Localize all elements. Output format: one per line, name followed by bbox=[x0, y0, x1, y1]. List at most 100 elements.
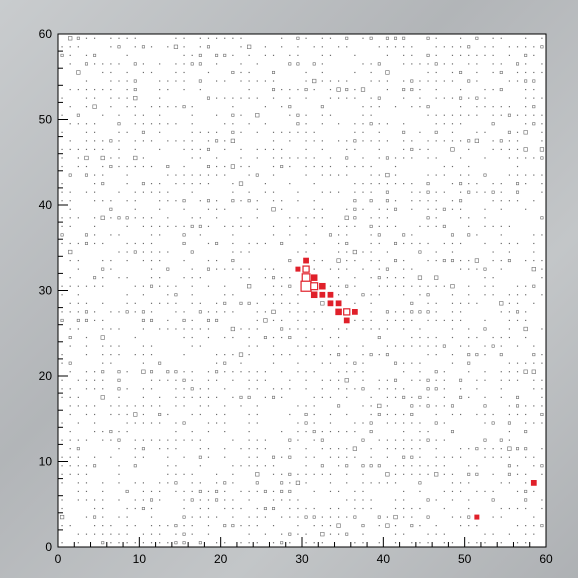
background-cell bbox=[61, 396, 63, 398]
background-cell bbox=[369, 421, 373, 425]
background-cell bbox=[411, 345, 413, 347]
background-cell bbox=[386, 448, 388, 450]
background-cell bbox=[362, 165, 364, 168]
background-cell bbox=[126, 225, 128, 227]
hot-cell bbox=[343, 308, 351, 316]
background-cell bbox=[484, 131, 486, 133]
background-cell bbox=[77, 217, 79, 219]
background-cell bbox=[256, 525, 258, 527]
background-cell bbox=[272, 465, 275, 467]
background-cell bbox=[142, 71, 144, 74]
background-cell bbox=[224, 208, 226, 210]
background-cell bbox=[94, 371, 96, 373]
background-cell bbox=[256, 97, 258, 99]
background-cell bbox=[142, 328, 144, 330]
background-cell bbox=[68, 249, 73, 255]
background-cell bbox=[313, 259, 315, 262]
background-cell bbox=[77, 456, 79, 458]
background-cell bbox=[199, 328, 201, 330]
background-cell bbox=[102, 259, 104, 262]
background-cell bbox=[370, 277, 372, 279]
background-cell bbox=[369, 122, 373, 126]
background-cell bbox=[377, 96, 381, 100]
background-cell bbox=[468, 345, 470, 347]
background-cell bbox=[69, 473, 71, 475]
background-cell bbox=[484, 354, 486, 356]
background-cell bbox=[183, 499, 185, 501]
background-cell bbox=[468, 63, 470, 65]
background-cell bbox=[280, 541, 284, 545]
background-cell bbox=[102, 525, 104, 527]
background-cell bbox=[500, 371, 502, 373]
background-cell bbox=[199, 345, 201, 347]
background-cell bbox=[224, 37, 226, 39]
background-cell bbox=[183, 54, 185, 56]
background-cell bbox=[175, 37, 177, 39]
background-cell bbox=[134, 525, 136, 527]
background-cell bbox=[61, 217, 63, 219]
background-cell bbox=[443, 456, 445, 458]
background-cell bbox=[240, 131, 242, 133]
background-cell bbox=[240, 542, 242, 544]
background-cell bbox=[224, 123, 226, 125]
background-cell bbox=[174, 524, 178, 528]
background-cell bbox=[223, 524, 227, 528]
background-cell bbox=[102, 345, 104, 347]
background-cell bbox=[216, 422, 218, 424]
background-cell bbox=[175, 225, 177, 227]
background-cell bbox=[403, 148, 405, 151]
background-cell bbox=[524, 79, 528, 83]
background-cell bbox=[313, 183, 315, 185]
background-cell bbox=[175, 63, 177, 65]
background-cell bbox=[467, 233, 471, 237]
background-cell bbox=[159, 499, 161, 501]
background-cell bbox=[199, 200, 201, 202]
background-cell bbox=[394, 200, 397, 202]
background-cell bbox=[411, 234, 413, 236]
background-cell bbox=[110, 234, 112, 236]
background-cell bbox=[256, 131, 258, 133]
background-cell bbox=[345, 156, 349, 160]
background-cell bbox=[93, 276, 97, 280]
background-cell bbox=[126, 200, 128, 202]
background-cell bbox=[224, 336, 226, 339]
background-cell bbox=[94, 388, 96, 390]
background-cell bbox=[272, 70, 276, 74]
background-cell bbox=[508, 371, 510, 373]
background-cell bbox=[426, 53, 430, 57]
background-cell bbox=[94, 311, 96, 313]
background-cell bbox=[474, 258, 479, 263]
background-cell bbox=[281, 396, 283, 398]
background-cell bbox=[434, 130, 438, 134]
background-cell bbox=[207, 490, 210, 493]
background-cell bbox=[182, 515, 186, 519]
background-cell bbox=[516, 371, 519, 373]
background-cell bbox=[500, 225, 502, 227]
background-cell bbox=[77, 157, 79, 159]
background-cell bbox=[118, 157, 120, 159]
background-cell bbox=[370, 191, 372, 193]
background-cell bbox=[305, 174, 307, 176]
background-cell bbox=[338, 345, 340, 347]
background-cell bbox=[483, 173, 487, 177]
background-cell bbox=[118, 63, 120, 65]
background-cell bbox=[442, 224, 446, 228]
background-cell bbox=[386, 140, 388, 142]
background-cell bbox=[167, 456, 169, 458]
background-cell bbox=[516, 285, 519, 287]
background-cell bbox=[272, 234, 275, 236]
background-cell bbox=[69, 302, 71, 304]
background-cell bbox=[508, 430, 510, 433]
background-cell bbox=[61, 507, 63, 510]
background-cell bbox=[443, 490, 445, 493]
background-cell bbox=[410, 88, 414, 92]
background-cell bbox=[256, 456, 258, 458]
background-cell bbox=[126, 525, 128, 527]
background-cell bbox=[508, 54, 510, 56]
background-cell bbox=[134, 336, 136, 339]
background-cell bbox=[182, 318, 186, 322]
background-cell bbox=[394, 285, 397, 287]
background-cell bbox=[533, 490, 535, 493]
background-cell bbox=[541, 191, 543, 193]
background-cell bbox=[69, 396, 71, 398]
